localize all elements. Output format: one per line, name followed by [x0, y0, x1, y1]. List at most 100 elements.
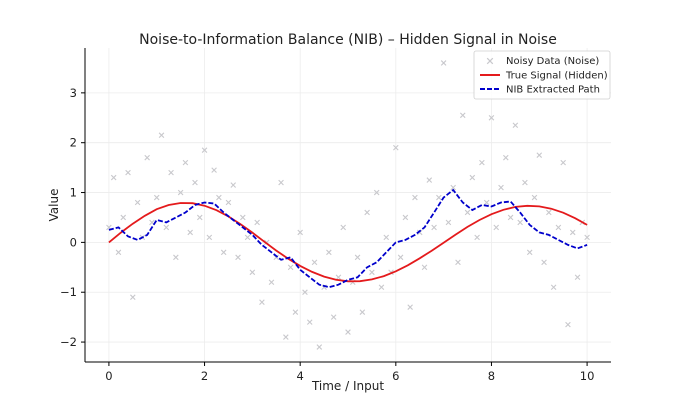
noise-point — [201, 147, 208, 153]
noise-point — [555, 224, 562, 231]
series-layer — [106, 60, 590, 350]
noise-point — [302, 289, 308, 296]
noise-point — [192, 179, 198, 186]
noise-point — [488, 114, 495, 121]
noise-point — [316, 344, 323, 350]
noise-point — [574, 274, 581, 281]
noise-point — [364, 209, 370, 216]
y-tick-label: −1 — [60, 285, 77, 299]
noise-point — [115, 249, 122, 256]
x-tick-label: 8 — [488, 369, 495, 383]
noise-point — [287, 264, 294, 271]
noise-point — [292, 309, 299, 315]
noise-point — [278, 179, 284, 186]
noise-point — [483, 199, 490, 206]
noise-point — [445, 219, 452, 226]
noise-point — [225, 199, 232, 206]
noise-point — [498, 184, 504, 191]
noise-point — [397, 254, 404, 261]
noise-point — [569, 229, 576, 236]
noise-point — [297, 229, 303, 236]
noise-point — [469, 174, 476, 181]
noise-point — [584, 234, 590, 241]
noise-point — [464, 209, 471, 216]
noise-point — [455, 259, 461, 266]
axes — [84, 48, 611, 363]
noise-point — [283, 334, 289, 340]
noise-point — [550, 284, 557, 291]
noise-point — [522, 179, 528, 186]
noise-point — [393, 144, 399, 151]
x-tick-label: 10 — [580, 369, 595, 383]
noise-point — [134, 199, 141, 206]
noise-point — [450, 184, 456, 191]
noise-point — [306, 319, 313, 325]
noise-point — [153, 194, 160, 201]
noise-point — [369, 269, 375, 276]
axis-ticks: 0 2 4 6 8 10 −2 −1 0 1 2 3 — [60, 86, 594, 383]
noise-point — [421, 264, 428, 271]
y-tick-label: 3 — [70, 86, 77, 100]
noise-point — [125, 169, 131, 176]
noise-point — [526, 249, 533, 256]
legend-item-true-signal: True Signal (Hidden) — [480, 71, 608, 82]
legend-item-noisy-data: Noisy Data (Noise) — [486, 56, 599, 67]
noise-point — [230, 182, 237, 188]
noise-point — [407, 304, 413, 310]
noise-point — [479, 159, 485, 166]
y-tick-label: 2 — [70, 136, 77, 150]
noise-point — [268, 279, 275, 286]
noise-point — [249, 269, 256, 276]
noise-point — [416, 229, 423, 236]
noise-point — [173, 254, 179, 261]
x-tick-label: 2 — [201, 369, 208, 383]
noise-point — [177, 189, 184, 196]
noise-point — [187, 229, 193, 236]
y-tick-label: −2 — [60, 335, 77, 349]
y-tick-label: 1 — [70, 186, 77, 200]
chart-title: Noise-to-Information Balance (NIB) – Hid… — [139, 32, 557, 48]
legend-label-noisy-data: Noisy Data (Noise) — [506, 56, 599, 67]
nib-extracted-path-line — [108, 188, 588, 289]
noise-point — [412, 194, 418, 201]
noise-point — [359, 309, 366, 315]
grid — [85, 48, 611, 362]
noise-point — [560, 159, 566, 166]
noise-point — [259, 299, 265, 305]
noise-point — [503, 154, 509, 161]
noise-point — [158, 132, 165, 139]
noise-point — [130, 294, 136, 300]
noise-point — [541, 259, 547, 266]
noise-point — [493, 224, 500, 231]
noise-point — [163, 224, 170, 231]
noise-point — [512, 122, 519, 129]
noise-point — [373, 189, 380, 196]
noise-point — [517, 219, 523, 226]
noise-point — [182, 159, 189, 166]
noise-point — [311, 259, 318, 266]
y-axis-label: Value — [47, 189, 61, 222]
noise-point — [211, 167, 217, 173]
noise-point — [206, 234, 213, 241]
legend: Noisy Data (Noise) True Signal (Hidden) … — [473, 50, 611, 100]
x-tick-label: 0 — [105, 369, 112, 383]
y-tick-label: 0 — [70, 235, 77, 249]
noise-point — [345, 329, 351, 335]
noise-point — [244, 234, 251, 241]
noise-point — [168, 169, 174, 176]
noise-point — [459, 112, 466, 119]
noise-point — [335, 274, 342, 281]
noise-point — [196, 214, 203, 221]
legend-frame — [473, 50, 611, 100]
legend-label-nib-path: NIB Extracted Path — [506, 85, 600, 96]
noise-point — [326, 249, 332, 256]
x-tick-label: 4 — [297, 369, 304, 383]
noise-point — [402, 214, 409, 221]
noise-point — [507, 214, 514, 221]
noise-point — [354, 254, 361, 261]
noise-point — [340, 224, 347, 231]
x-axis-label: Time / Input — [311, 379, 384, 393]
noise-point — [546, 209, 552, 216]
noise-point — [378, 284, 385, 291]
